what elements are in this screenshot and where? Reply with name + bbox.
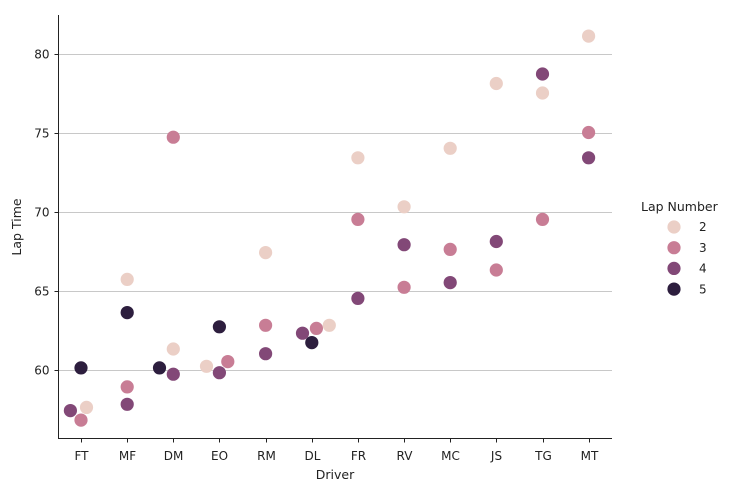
data-point bbox=[443, 242, 457, 256]
legend-marker bbox=[667, 220, 681, 234]
legend-marker bbox=[667, 241, 681, 255]
x-tick-label: JS bbox=[490, 449, 502, 463]
data-point bbox=[79, 400, 94, 414]
data-point bbox=[295, 326, 310, 340]
x-tick-label: RV bbox=[397, 449, 414, 463]
data-point bbox=[397, 238, 411, 252]
data-point bbox=[152, 361, 167, 375]
x-tick-label: MC bbox=[441, 449, 460, 463]
data-point bbox=[221, 355, 235, 369]
data-point bbox=[351, 212, 365, 226]
legend-label: 5 bbox=[699, 282, 707, 296]
data-point bbox=[63, 404, 77, 418]
legend-label: 4 bbox=[699, 262, 707, 276]
x-tick-label: DM bbox=[164, 449, 184, 463]
data-point bbox=[120, 380, 134, 394]
data-point bbox=[166, 367, 180, 381]
data-point bbox=[309, 321, 323, 335]
legend-marker bbox=[667, 261, 681, 275]
x-axis-ticks: FT MF DM EO RM DL FR RV MC JS TG MT bbox=[74, 438, 599, 463]
data-point bbox=[212, 320, 226, 334]
data-point bbox=[397, 200, 411, 214]
legend: Lap Number 2 3 4 5 bbox=[641, 199, 719, 296]
data-point bbox=[305, 336, 319, 350]
x-tick-label: MF bbox=[119, 449, 136, 463]
legend-items: 2 3 4 5 bbox=[667, 220, 707, 296]
data-point bbox=[74, 413, 88, 427]
data-point bbox=[351, 151, 365, 165]
data-point bbox=[212, 366, 226, 380]
data-point bbox=[199, 359, 214, 373]
data-point bbox=[120, 272, 134, 286]
data-point bbox=[120, 306, 134, 320]
x-tick-label: RM bbox=[257, 449, 276, 463]
legend-marker bbox=[667, 282, 681, 296]
data-point bbox=[443, 276, 457, 290]
data-point bbox=[535, 67, 550, 81]
y-tick-label: 65 bbox=[34, 285, 49, 299]
data-point bbox=[259, 318, 273, 332]
x-tick-label: FT bbox=[74, 449, 89, 463]
legend-label: 3 bbox=[699, 241, 707, 255]
data-point bbox=[535, 212, 550, 226]
y-tick-label: 80 bbox=[34, 48, 49, 62]
data-point bbox=[582, 151, 596, 165]
y-axis-ticks: 60 65 70 75 80 bbox=[34, 48, 59, 378]
data-point bbox=[259, 246, 273, 260]
legend-label: 2 bbox=[699, 220, 707, 234]
data-point bbox=[351, 291, 365, 305]
data-point bbox=[74, 361, 88, 375]
data-point bbox=[397, 280, 411, 294]
x-tick-label: EO bbox=[211, 449, 228, 463]
data-point bbox=[166, 342, 180, 356]
data-point bbox=[489, 234, 503, 249]
legend-title: Lap Number bbox=[641, 199, 719, 214]
x-tick-label: FR bbox=[351, 449, 366, 463]
x-tick-label: DL bbox=[305, 449, 321, 463]
x-axis-label: Driver bbox=[316, 467, 355, 482]
data-point bbox=[489, 76, 503, 91]
data-point bbox=[489, 263, 503, 277]
data-point bbox=[322, 318, 336, 332]
data-point bbox=[120, 397, 134, 411]
data-points bbox=[63, 29, 596, 427]
y-axis-label: Lap Time bbox=[9, 198, 24, 255]
y-tick-label: 75 bbox=[34, 127, 49, 141]
data-point bbox=[535, 86, 550, 100]
data-point bbox=[582, 125, 596, 140]
y-tick-label: 70 bbox=[34, 206, 49, 220]
data-point bbox=[259, 347, 273, 361]
grid-lines bbox=[58, 54, 612, 371]
data-point bbox=[166, 130, 180, 144]
y-tick-label: 60 bbox=[34, 364, 49, 378]
x-tick-label: MT bbox=[581, 449, 599, 463]
data-point bbox=[443, 141, 457, 155]
data-point bbox=[582, 29, 596, 43]
x-tick-label: TG bbox=[534, 449, 552, 463]
